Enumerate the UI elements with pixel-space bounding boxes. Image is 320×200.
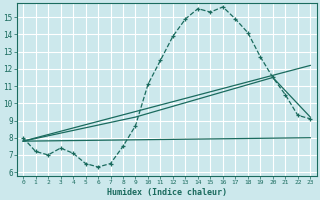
- X-axis label: Humidex (Indice chaleur): Humidex (Indice chaleur): [107, 188, 227, 197]
